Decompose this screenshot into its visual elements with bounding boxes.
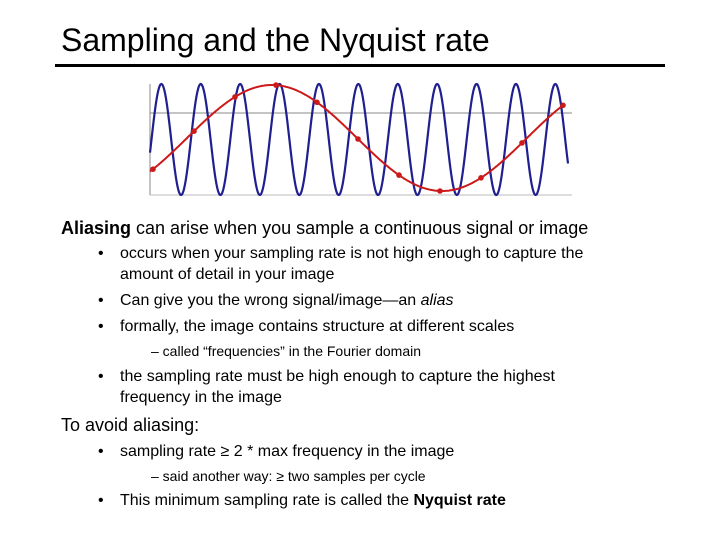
bullet-dot: •	[98, 292, 104, 309]
bullet-text: sampling rate ≥ 2 * max frequency in the…	[120, 443, 455, 460]
sub-bullet-frequencies: – called “frequencies” in the Fourier do…	[151, 343, 422, 359]
sample-point	[519, 140, 525, 146]
title-underline	[55, 64, 665, 67]
sample-point	[355, 136, 361, 142]
bullet-dot: •	[98, 443, 104, 460]
bullet-dot: •	[98, 318, 104, 335]
bullet-text-prefix: Can give you the wrong signal/image—an	[120, 292, 421, 309]
sub-bullet-two-samples: – said another way: ≥ two samples per cy…	[151, 468, 426, 484]
bullet-text-line2: frequency in the image	[120, 389, 282, 406]
nyquist-rate-term: Nyquist rate	[413, 492, 506, 509]
bullet-text-line1: occurs when your sampling rate is not hi…	[120, 245, 584, 262]
sine-sampling-plot	[148, 82, 572, 197]
bullet-dot: •	[98, 245, 104, 262]
sample-point	[232, 94, 238, 100]
aliasing-figure	[147, 78, 575, 198]
sample-point	[396, 172, 402, 178]
slide-title: Sampling and the Nyquist rate	[61, 22, 490, 58]
alias-term: alias	[420, 292, 454, 309]
avoid-aliasing-heading: To avoid aliasing:	[61, 415, 200, 435]
bullet-text: formally, the image contains structure a…	[120, 318, 515, 335]
sample-points	[150, 82, 566, 194]
aliasing-bullet: Aliasing can arise when you sample a con…	[61, 216, 588, 240]
bullet-dot: •	[98, 492, 104, 509]
sample-point	[273, 82, 279, 88]
bullet-text-line1: the sampling rate must be high enough to…	[120, 368, 555, 385]
bullet-text: Can give you the wrong signal/image—an a…	[120, 290, 454, 311]
bullet-text-prefix: This minimum sampling rate is called the	[120, 492, 414, 509]
aliasing-term: Aliasing	[61, 218, 132, 238]
sample-point	[191, 128, 197, 134]
sample-point	[437, 188, 443, 194]
sample-point	[560, 102, 566, 109]
bullet-text-line2: amount of detail in your image	[120, 266, 335, 283]
high-frequency-signal	[148, 82, 570, 197]
aliasing-lead-text: can arise when you sample a continuous s…	[131, 218, 589, 238]
bullet-text: This minimum sampling rate is called the…	[120, 490, 506, 511]
sample-point	[314, 99, 320, 106]
sample-point	[150, 166, 156, 172]
sample-point	[478, 175, 484, 181]
bullet-dot: •	[98, 368, 104, 385]
